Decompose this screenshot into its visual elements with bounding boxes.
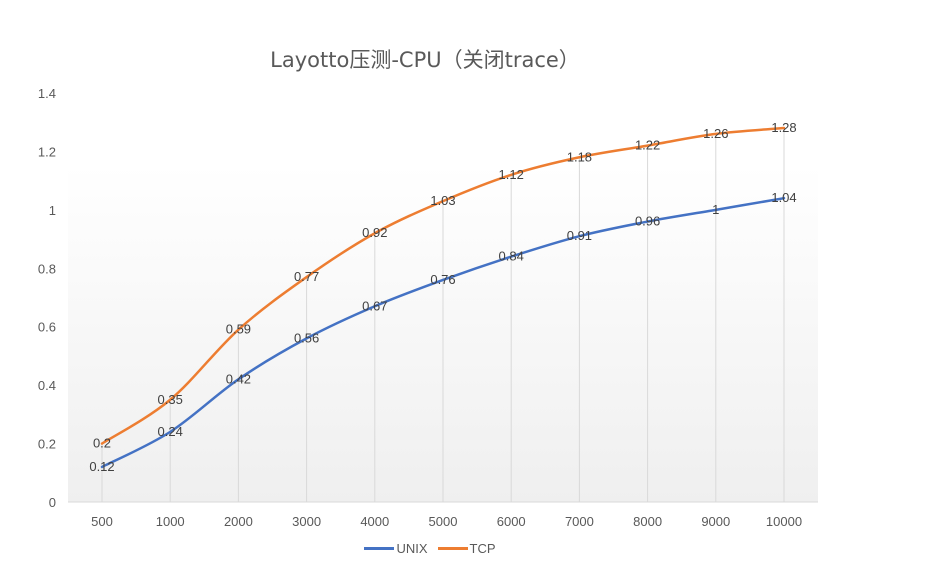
y-tick-label: 0.8 <box>38 261 56 276</box>
data-label: 1.04 <box>771 190 796 205</box>
data-label: 0.84 <box>499 249 524 264</box>
legend-label-tcp: TCP <box>469 541 496 556</box>
tcp-line-swatch-icon <box>437 547 468 550</box>
data-label: 1.26 <box>703 126 728 141</box>
data-label: 0.24 <box>158 424 183 439</box>
series-lines <box>100 126 786 469</box>
unix-line-swatch-icon <box>364 547 395 550</box>
series-line-tcp[interactable] <box>100 126 786 445</box>
data-label: 1.03 <box>430 193 455 208</box>
y-tick-label: 0.4 <box>38 378 56 393</box>
legend-label-unix: UNIX <box>396 541 428 556</box>
y-tick-label: 0.2 <box>38 437 56 452</box>
x-tick-label: 6000 <box>497 514 526 529</box>
y-tick-label: 1.4 <box>38 86 56 101</box>
y-tick-label: 1.2 <box>38 144 56 159</box>
x-tick-label: 500 <box>91 514 113 529</box>
data-label: 1.28 <box>771 120 796 135</box>
data-label: 1.18 <box>567 149 592 164</box>
data-label: 0.12 <box>89 459 114 474</box>
drop-lines <box>101 128 785 502</box>
x-tick-label: 2000 <box>224 514 253 529</box>
data-label: 0.91 <box>567 228 592 243</box>
data-label: 1 <box>712 202 719 217</box>
data-label: 0.76 <box>430 272 455 287</box>
chart-title: Layotto压测-CPU（关闭trace） <box>270 48 580 72</box>
data-label: 0.77 <box>294 269 319 284</box>
legend-item-tcp[interactable]: TCP <box>437 541 496 556</box>
x-tick-label: 4000 <box>360 514 389 529</box>
data-label: 0.56 <box>294 330 319 345</box>
x-axis: 500 1000 2000 3000 4000 5000 6000 7000 8000 9000 1… <box>68 501 818 529</box>
data-label: 0.92 <box>362 225 387 240</box>
data-labels: 0.12 0.24 0.42 0.56 0.67 0.76 0.84 0.91 0.96 1 1.0… <box>89 120 796 474</box>
data-label: 1.12 <box>499 167 524 182</box>
y-axis: 0 0.2 0.4 0.6 0.8 1 1.2 1.4 <box>38 86 56 510</box>
y-tick-label: 0.6 <box>38 320 56 335</box>
x-tick-label: 8000 <box>633 514 662 529</box>
data-label: 0.96 <box>635 214 660 229</box>
data-label: 0.42 <box>226 371 251 386</box>
series-line-unix[interactable] <box>100 196 786 469</box>
data-label: 0.35 <box>158 392 183 407</box>
x-tick-label: 10000 <box>766 514 802 529</box>
legend: UNIX TCP <box>0 541 860 556</box>
x-tick-label: 1000 <box>156 514 185 529</box>
data-label: 0.2 <box>93 436 111 451</box>
data-label: 1.22 <box>635 138 660 153</box>
data-label: 0.67 <box>362 298 387 313</box>
x-tick-label: 9000 <box>701 514 730 529</box>
data-label: 0.59 <box>226 322 251 337</box>
y-tick-label: 1 <box>49 203 56 218</box>
x-tick-label: 3000 <box>292 514 321 529</box>
legend-item-unix[interactable]: UNIX <box>364 541 428 556</box>
x-tick-label: 7000 <box>565 514 594 529</box>
x-tick-label: 5000 <box>429 514 458 529</box>
y-tick-label: 0 <box>49 495 56 510</box>
